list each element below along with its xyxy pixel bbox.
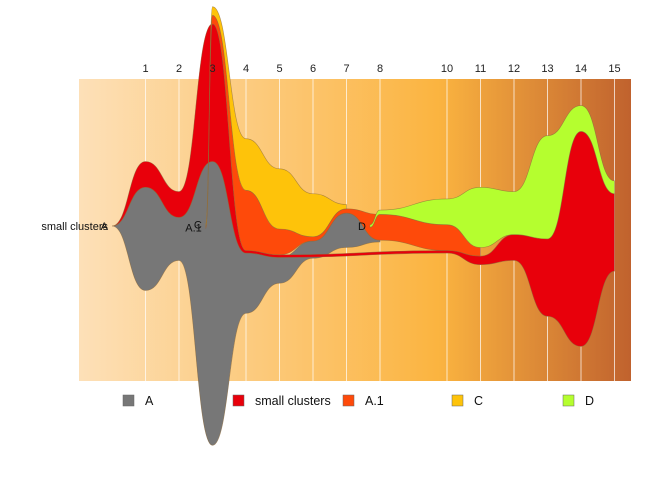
legend-key <box>562 394 575 407</box>
legend-label: A.1 <box>365 394 384 408</box>
x-tick-label: 15 <box>608 63 620 75</box>
legend-key <box>232 394 245 407</box>
series-label-d: D <box>358 221 366 233</box>
legend-key <box>451 394 464 407</box>
x-tick-label: 1 <box>142 63 148 75</box>
x-tick-label: 3 <box>209 63 215 75</box>
x-tick-label: 10 <box>441 63 453 75</box>
x-tick-label: 13 <box>541 63 553 75</box>
x-tick-label: 14 <box>575 63 587 75</box>
series-label-c: C <box>194 220 202 232</box>
legend-label: C <box>474 394 483 408</box>
x-tick-label: 8 <box>377 63 383 75</box>
legend-key <box>342 394 355 407</box>
legend-label: small clusters <box>255 394 331 408</box>
x-tick-label: 7 <box>343 63 349 75</box>
legend-label: D <box>585 394 594 408</box>
series-label-a.1: A.1 <box>185 222 202 234</box>
legend-label: A <box>145 394 154 408</box>
x-tick-label: 4 <box>243 63 249 75</box>
legend-key <box>122 394 135 407</box>
stream-d <box>369 105 615 248</box>
x-tick-label: 11 <box>475 63 486 75</box>
series-label-a: A <box>101 221 109 233</box>
x-tick-label: 12 <box>508 63 520 75</box>
x-axis-ticks: 1 2 3 4 5 6 7 8 10 11 12 13 14 15 <box>142 63 620 75</box>
x-tick-label: 5 <box>276 63 282 75</box>
x-tick-label: 6 <box>310 63 316 75</box>
stream-areas <box>111 6 615 446</box>
series-label-small-clusters: small clusters <box>41 221 108 233</box>
x-tick-label: 2 <box>176 63 182 75</box>
